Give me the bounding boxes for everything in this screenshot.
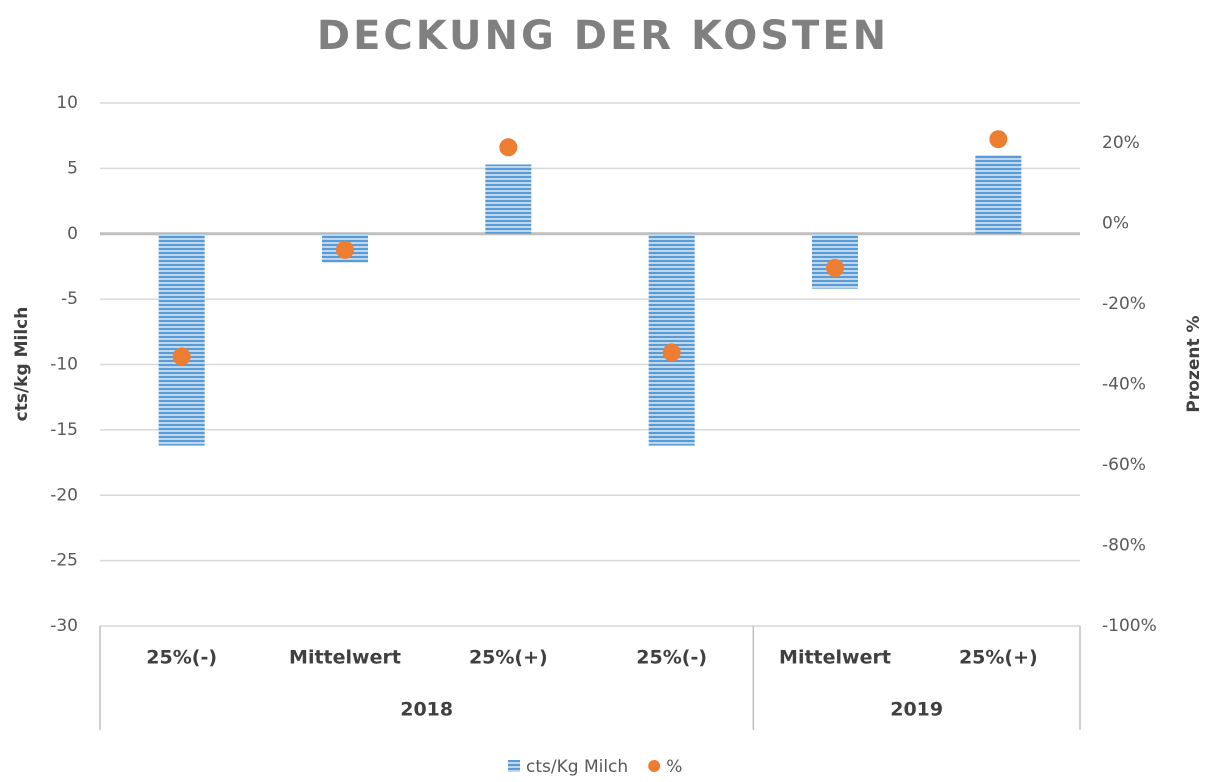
y-tick-label: -30 <box>50 616 78 636</box>
legend-swatch <box>648 760 661 772</box>
dot <box>826 258 844 277</box>
x-tick-label: Mittelwert <box>289 647 401 669</box>
y-tick-label: -5 <box>61 289 78 309</box>
legend-label: % <box>666 757 682 777</box>
bar <box>158 233 205 446</box>
legend-swatch <box>508 760 520 772</box>
bar <box>975 155 1022 234</box>
chart-title: DECKUNG DER KOSTEN <box>317 13 889 59</box>
y2-tick-label: -40% <box>1102 375 1146 395</box>
dot <box>499 138 518 157</box>
group-label: 2019 <box>890 699 943 721</box>
y-tick-label: 5 <box>67 158 78 178</box>
y2-tick-label: -60% <box>1102 455 1146 475</box>
legend-label: cts/Kg Milch <box>526 757 628 777</box>
x-tick-label: 25%(-) <box>636 647 707 669</box>
y-tick-label: -25 <box>50 551 78 571</box>
y2-tick-label: 20% <box>1102 133 1140 153</box>
y-tick-label: -10 <box>50 355 78 375</box>
x-tick-label: 25%(+) <box>469 647 548 669</box>
dot <box>336 240 354 259</box>
bar <box>485 164 532 234</box>
x-tick-label: Mittelwert <box>779 647 891 669</box>
y2-tick-label: -20% <box>1102 294 1146 314</box>
y2-tick-label: 0% <box>1102 214 1129 234</box>
x-tick-label: 25%(-) <box>146 647 217 669</box>
y2-tick-label: -80% <box>1102 536 1146 556</box>
dot <box>989 130 1008 149</box>
y-tick-label: -20 <box>50 485 78 505</box>
x-tick-label: 25%(+) <box>959 647 1038 669</box>
group-label: 2018 <box>400 699 453 721</box>
y-tick-label: 0 <box>67 224 78 244</box>
dot <box>172 347 191 366</box>
y-axis-title: cts/kg Milch <box>12 307 32 422</box>
y2-axis-title: Prozent % <box>1184 315 1204 412</box>
dot <box>662 343 681 362</box>
bar <box>648 233 695 446</box>
y-tick-label: -15 <box>50 420 78 440</box>
y2-tick-label: -100% <box>1102 616 1157 636</box>
y-tick-label: 10 <box>56 93 78 113</box>
